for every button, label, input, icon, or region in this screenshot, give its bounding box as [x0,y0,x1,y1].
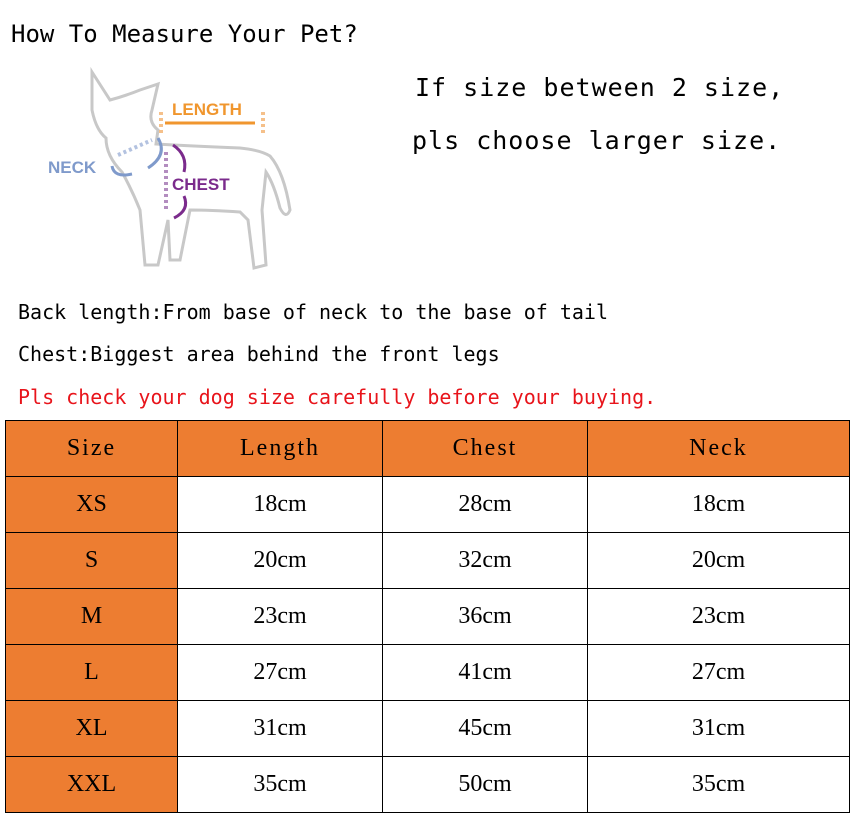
cell-length: 31cm [177,700,383,757]
cell-chest: 28cm [382,476,588,533]
length-label: LENGTH [172,100,242,119]
cell-chest: 36cm [382,588,588,645]
table-row: XXL 35cm 50cm 35cm [5,756,850,813]
size-note-line-1: If size between 2 size, [415,73,785,102]
cell-chest: 45cm [382,700,588,757]
cell-length: 18cm [177,476,383,533]
cell-length: 35cm [177,756,383,813]
table-header-row: Size Length Chest Neck [5,420,850,477]
neck-label: NECK [48,158,97,177]
cell-size: XS [5,476,178,533]
cell-chest: 32cm [382,532,588,589]
cell-length: 23cm [177,588,383,645]
size-table: Size Length Chest Neck XS 18cm 28cm 18cm S 20… [5,420,850,813]
cell-size: XL [5,700,178,757]
header-neck: Neck [587,420,850,477]
cell-neck: 27cm [587,644,850,701]
table-row: M 23cm 36cm 23cm [5,588,850,645]
page-title: How To Measure Your Pet? [11,20,358,48]
cell-chest: 41cm [382,644,588,701]
chest-label: CHEST [172,175,230,194]
cell-chest: 50cm [382,756,588,813]
size-note-line-2: pls choose larger size. [412,126,782,155]
cell-size: L [5,644,178,701]
warning-text: Pls check your dog size carefully before… [18,385,657,409]
cell-neck: 35cm [587,756,850,813]
header-length: Length [177,420,383,477]
cell-neck: 20cm [587,532,850,589]
table-row: L 27cm 41cm 27cm [5,644,850,701]
cell-size: S [5,532,178,589]
chest-arrow [172,143,187,173]
table-row: XS 18cm 28cm 18cm [5,476,850,533]
back-length-definition: Back length:From base of neck to the bas… [18,300,609,324]
dog-outline [90,66,292,270]
table-row: XL 31cm 45cm 31cm [5,700,850,757]
cell-size: M [5,588,178,645]
cell-neck: 31cm [587,700,850,757]
cell-length: 20cm [177,532,383,589]
header-size: Size [5,420,178,477]
neck-arrow [147,137,163,170]
dog-measure-diagram: LENGTH NECK CHEST [48,66,292,270]
header-chest: Chest [382,420,588,477]
cell-neck: 18cm [587,476,850,533]
chest-definition: Chest:Biggest area behind the front legs [18,342,500,366]
table-row: S 20cm 32cm 20cm [5,532,850,589]
cell-length: 27cm [177,644,383,701]
cell-neck: 23cm [587,588,850,645]
cell-size: XXL [5,756,178,813]
